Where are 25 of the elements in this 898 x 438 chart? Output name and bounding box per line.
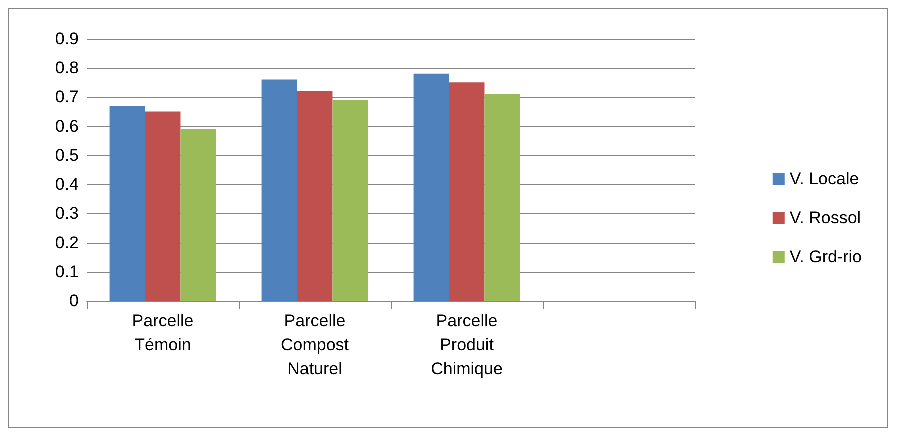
bar [449,82,485,301]
bar [180,129,216,301]
y-tick-label: 0.1 [55,262,79,282]
x-tick-label: Parcelle Produit Chimique [431,312,503,378]
y-tick-label: 0 [70,292,79,310]
y-tick-label: 0.2 [55,233,79,252]
bar [262,80,298,301]
y-tick-label: 0.4 [55,175,79,194]
y-tick-label: 0.8 [55,58,79,78]
bar [332,100,368,301]
bar [297,91,333,301]
bar [414,74,450,301]
y-tick-label: 0.5 [55,146,79,165]
bar [110,106,146,301]
y-tick-label: 0.9 [55,30,79,48]
y-tick-label: 0.3 [55,204,79,224]
legend-label: V. Grd-rio [790,248,862,266]
legend-label: V. Rossol [790,208,862,228]
legend-label: V. Locale [790,170,860,188]
y-tick-label: 0.7 [55,88,79,107]
bar [145,112,181,301]
x-tick-label: Parcelle Témoin [132,312,194,354]
bar [484,94,520,301]
x-tick-label: Parcelle Compost Naturel [280,312,350,378]
y-tick-label: 0.6 [55,116,79,136]
